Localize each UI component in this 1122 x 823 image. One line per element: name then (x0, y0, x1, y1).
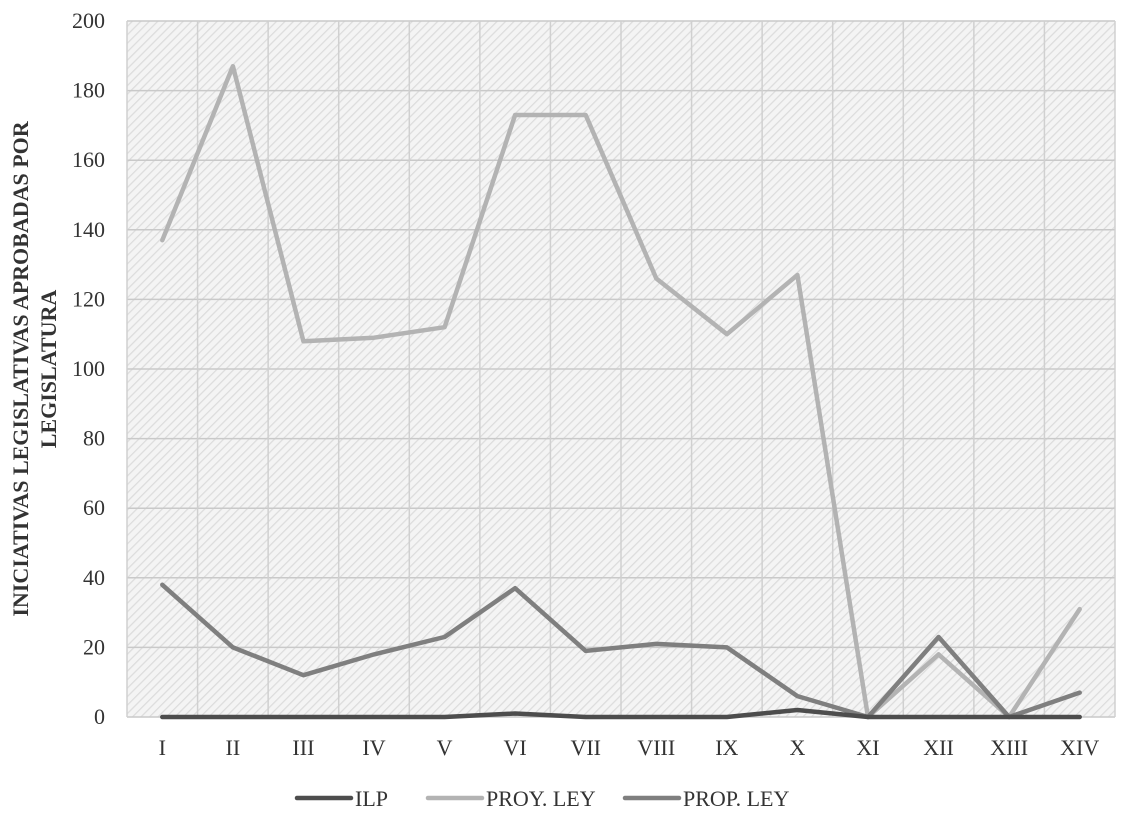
legend: ILP PROY. LEY PROP. LEY (294, 786, 789, 811)
x-tick-label-10: XI (856, 735, 879, 760)
y-tick-label-2: 40 (83, 565, 105, 590)
y-axis-title-line-1: INICIATIVAS LEGISLATIVAS APROBADAS POR (8, 120, 33, 616)
x-tick-label-13: XIV (1060, 735, 1099, 760)
y-tick-label-7: 140 (72, 217, 105, 242)
legend-label-prop-ley: PROP. LEY (683, 786, 789, 811)
y-tick-label-0: 0 (94, 704, 105, 729)
x-tick-label-12: XIII (990, 735, 1028, 760)
x-tick-label-1: II (226, 735, 241, 760)
y-tick-label-5: 100 (72, 356, 105, 381)
series-layer (160, 63, 1082, 720)
y-axis-title-line-2: LEGISLATURA (36, 290, 61, 449)
y-tick-label-3: 60 (83, 495, 105, 520)
y-tick-label-1: 20 (83, 634, 105, 659)
x-tick-label-0: I (159, 735, 166, 760)
x-tick-label-2: III (292, 735, 314, 760)
legend-label-ilp: ILP (355, 786, 388, 811)
x-tick-label-8: IX (715, 735, 738, 760)
x-tick-label-7: VIII (637, 735, 675, 760)
series-line-ilp (160, 707, 1082, 720)
y-tick-label-4: 80 (83, 426, 105, 451)
x-tick-label-5: VI (504, 735, 527, 760)
legend-label-proy-ley: PROY. LEY (486, 786, 596, 811)
y-tick-label-6: 120 (72, 286, 105, 311)
x-tick-label-9: X (789, 735, 805, 760)
x-tick-label-11: XII (923, 735, 954, 760)
x-tick-label-3: IV (362, 735, 385, 760)
grid-layer (126, 20, 1116, 718)
y-tick-label-10: 200 (72, 8, 105, 33)
x-tick-label-4: V (437, 735, 453, 760)
x-tick-label-6: VII (570, 735, 601, 760)
y-tick-label-8: 160 (72, 147, 105, 172)
y-tick-label-9: 180 (72, 78, 105, 103)
series-line-prop-ley (160, 582, 1082, 720)
series-line-proy-ley (160, 63, 1082, 720)
